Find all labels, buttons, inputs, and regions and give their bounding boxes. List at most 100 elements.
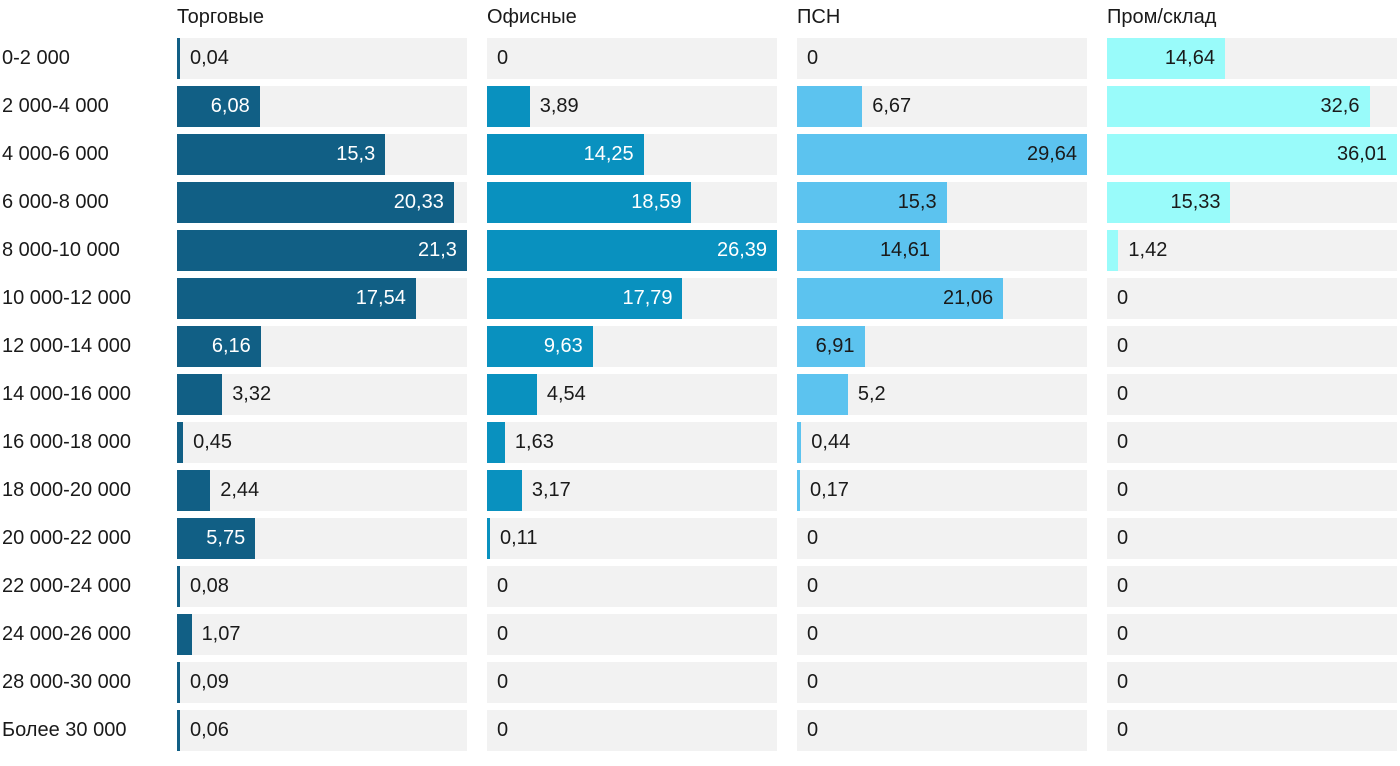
- header-spacer: [2, 5, 157, 31]
- bar: [797, 326, 865, 367]
- bar: [177, 374, 223, 415]
- value-label: 4,54: [546, 383, 586, 405]
- value-label: 0,09: [190, 671, 229, 693]
- value-label: 1,07: [201, 623, 241, 645]
- value-label: 0,45: [193, 431, 233, 453]
- value-label: 17,54: [355, 287, 406, 309]
- value-label: 0: [1117, 527, 1129, 549]
- bar-track: 15,33: [1107, 182, 1397, 223]
- bar-track: 29,64: [797, 134, 1087, 175]
- bar: [177, 662, 180, 703]
- bar-track: 21,06: [797, 278, 1087, 319]
- value-label: 26,39: [717, 239, 768, 261]
- bar-track: 5,2: [797, 374, 1087, 415]
- value-label: 3,89: [539, 95, 579, 117]
- value-label: 32,6: [1320, 95, 1360, 117]
- bar-track: 0: [1107, 662, 1397, 703]
- bar-track: 20,33: [177, 182, 467, 223]
- value-label: 3,32: [232, 383, 272, 405]
- row-label: 4 000-6 000: [2, 143, 109, 165]
- bar-track: 17,54: [177, 278, 467, 319]
- bar-track: 0: [487, 566, 777, 607]
- bar: [177, 38, 180, 79]
- bar: [797, 182, 947, 223]
- bar-track: 0,04: [177, 38, 467, 79]
- value-label: 14,25: [583, 143, 634, 165]
- value-label: 0: [1117, 623, 1129, 645]
- bar-track: 0,09: [177, 662, 467, 703]
- column-header-psn: ПСН: [797, 6, 841, 28]
- value-label: 0: [1117, 479, 1129, 501]
- bar-track: 0: [797, 662, 1087, 703]
- bar-track: 32,6: [1107, 86, 1397, 127]
- value-label: 6,08: [210, 95, 250, 117]
- bar-track: 0: [1107, 422, 1397, 463]
- bar: [1107, 134, 1397, 175]
- bar-track: 1,42: [1107, 230, 1397, 271]
- value-label: 0,17: [810, 479, 849, 501]
- row-label: 18 000-20 000: [2, 479, 132, 501]
- value-label: 6,91: [815, 335, 855, 357]
- bar: [487, 518, 490, 559]
- column-header-prom-sklad: Пром/склад: [1107, 6, 1217, 28]
- bar-track: 0,08: [177, 566, 467, 607]
- bar-track: 14,25: [487, 134, 777, 175]
- value-label: 0,44: [811, 431, 851, 453]
- bar-track: 0: [1107, 374, 1397, 415]
- bar-track: 0: [1107, 614, 1397, 655]
- value-label: 0: [807, 671, 819, 693]
- bar-track: 17,79: [487, 278, 777, 319]
- value-label: 1,42: [1128, 239, 1168, 261]
- value-label: 18,59: [631, 191, 682, 213]
- bar-track: 18,59: [487, 182, 777, 223]
- row-label: 6 000-8 000: [2, 191, 109, 213]
- bar-track: 5,75: [177, 518, 467, 559]
- column-header-ofisnye: Офисные: [487, 6, 577, 28]
- value-label: 0: [807, 527, 819, 549]
- value-label: 0: [1117, 335, 1129, 357]
- bar-track: 0: [797, 566, 1087, 607]
- value-label: 15,3: [336, 143, 376, 165]
- value-label: 0: [807, 719, 819, 741]
- bar-track: 6,67: [797, 86, 1087, 127]
- bar-track: 36,01: [1107, 134, 1397, 175]
- value-label: 0: [1117, 719, 1129, 741]
- bar-track: 0: [487, 710, 777, 751]
- value-label: 2,44: [220, 479, 260, 501]
- value-label: 20,33: [393, 191, 444, 213]
- bar: [487, 134, 644, 175]
- value-label: 14,64: [1164, 47, 1215, 69]
- value-label: 0: [497, 47, 509, 69]
- bar-track: 0: [487, 614, 777, 655]
- value-label: 5,2: [857, 383, 886, 405]
- bar-track: 21,3: [177, 230, 467, 271]
- value-label: 0: [1117, 431, 1129, 453]
- bar-track: 0,45: [177, 422, 467, 463]
- value-label: 0: [497, 671, 509, 693]
- value-label: 17,79: [622, 287, 673, 309]
- bar: [177, 710, 180, 751]
- value-label: 0: [497, 719, 509, 741]
- bar: [797, 422, 802, 463]
- chart-grid: Торговые Офисные ПСН Пром/склад 0-2 000 0…: [2, 5, 1400, 751]
- bar: [487, 470, 522, 511]
- bar-track: 14,64: [1107, 38, 1397, 79]
- bar: [797, 374, 848, 415]
- value-label: 36,01: [1337, 143, 1388, 165]
- bar-track: 6,08: [177, 86, 467, 127]
- bar: [487, 278, 683, 319]
- bar: [1107, 182, 1231, 223]
- value-label: 1,63: [514, 431, 554, 453]
- bar-track: 0: [1107, 326, 1397, 367]
- bar-track: 3,17: [487, 470, 777, 511]
- value-label: 0: [807, 623, 819, 645]
- value-label: 15,33: [1170, 191, 1221, 213]
- bar-track: 26,39: [487, 230, 777, 271]
- bar-track: 0: [797, 710, 1087, 751]
- bar: [177, 230, 467, 271]
- bar-track: 0,06: [177, 710, 467, 751]
- bar: [177, 182, 454, 223]
- bar-track: 0: [1107, 566, 1397, 607]
- bar-track: 0,11: [487, 518, 777, 559]
- bar: [487, 86, 530, 127]
